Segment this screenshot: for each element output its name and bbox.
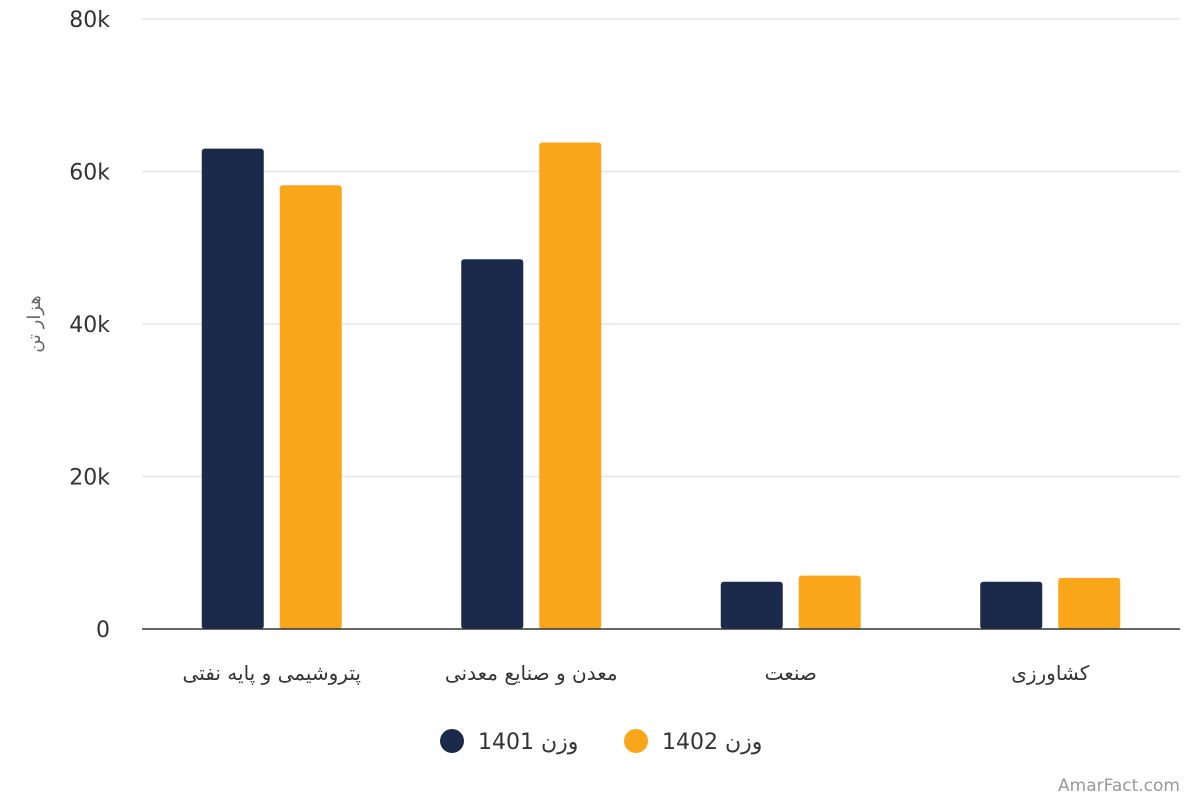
bar-2-2[interactable] [539,142,602,629]
bars [201,142,1121,629]
bar-1-3[interactable] [720,581,783,629]
bar-1-4[interactable] [980,581,1043,629]
x-category-label: معدن و صنایع معدنی [445,661,618,685]
bar-1-1[interactable] [201,148,264,629]
x-category-label: پتروشیمی و پایه نفتی [183,661,361,686]
bar-2-4[interactable] [1058,577,1121,629]
y-tick-label: 80k [69,8,110,33]
x-category-label: صنعت [765,661,817,685]
bar-2-1[interactable] [279,185,342,629]
x-axis-categories: پتروشیمی و پایه نفتی معدن و صنایع معدنی صن… [183,661,1090,686]
y-axis-ticks: 0 20k 40k 60k 80k [69,8,110,643]
y-tick-label: 20k [69,466,110,491]
y-tick-label: 0 [96,618,110,643]
y-tick-label: 60k [69,161,110,186]
y-axis-label: هزار تن [24,295,45,353]
legend-swatch-1[interactable] [440,729,464,753]
legend[interactable]: وزن 1401 وزن 1402 [440,729,762,755]
bar-2-3[interactable] [798,575,861,629]
x-category-label: کشاورزی [1011,661,1090,685]
bar-1-2[interactable] [461,259,524,629]
y-tick-label: 40k [69,313,110,338]
legend-label-2[interactable]: وزن 1402 [662,730,762,755]
credit-text[interactable]: AmarFact.com [1058,776,1180,796]
legend-swatch-2[interactable] [624,729,648,753]
legend-label-1[interactable]: وزن 1401 [478,730,578,755]
